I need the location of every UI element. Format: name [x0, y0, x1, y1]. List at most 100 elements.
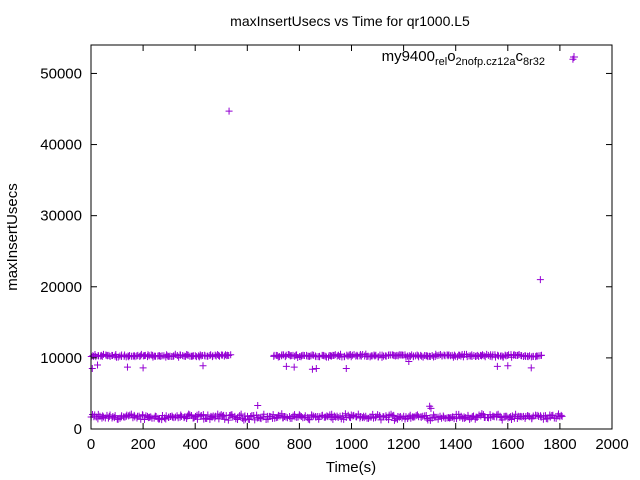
data-point [254, 402, 262, 410]
data-point [308, 365, 316, 373]
y-axis-label: maxInsertUsecs [4, 183, 21, 291]
data-point [260, 410, 268, 418]
data-point [382, 412, 390, 420]
data-point [306, 416, 314, 424]
data-point [557, 411, 565, 419]
data-point [135, 412, 143, 420]
data-point [436, 351, 444, 359]
data-point [323, 412, 331, 420]
data-point [247, 412, 255, 420]
data-point [405, 357, 413, 365]
data-point [269, 411, 277, 419]
data-point [94, 410, 102, 418]
data-point [385, 416, 393, 424]
data-point [327, 414, 335, 422]
data-point [199, 362, 207, 370]
data-point [537, 351, 545, 359]
data-point [274, 411, 282, 419]
data-point [312, 365, 320, 373]
data-point [139, 364, 147, 372]
data-point [498, 416, 506, 424]
y-tick-label: 10000 [40, 350, 82, 367]
data-point [140, 416, 148, 424]
data-point [271, 414, 279, 422]
x-tick-label: 800 [287, 436, 312, 453]
data-points [87, 55, 577, 424]
data-point [489, 412, 497, 420]
data-point [417, 413, 425, 421]
data-point [475, 352, 483, 360]
data-point [422, 411, 430, 419]
data-point [350, 351, 358, 359]
data-point [304, 415, 312, 423]
data-point [402, 353, 410, 361]
data-point [123, 363, 131, 371]
legend-marker [570, 53, 578, 61]
x-tick-label: 1200 [387, 436, 420, 453]
y-tick-label: 30000 [40, 208, 82, 225]
data-point [349, 412, 357, 420]
data-point [237, 410, 245, 418]
data-point [232, 415, 240, 423]
data-point [211, 414, 219, 422]
data-point [427, 404, 435, 412]
x-tick-label: 200 [131, 436, 156, 453]
data-point [88, 365, 96, 373]
data-point [94, 361, 102, 369]
data-point [504, 362, 512, 370]
data-point [204, 411, 212, 419]
y-tick-label: 20000 [40, 279, 82, 296]
data-point [532, 353, 540, 361]
chart-title: maxInsertUsecs vs Time for qr1000.L5 [230, 13, 470, 29]
data-point [193, 415, 201, 423]
x-tick-label: 1000 [335, 436, 368, 453]
data-point [493, 362, 501, 370]
legend-label: my9400relo2nofp.cz12ac8r32 [382, 48, 545, 68]
data-point [460, 414, 468, 422]
data-point [536, 276, 544, 284]
data-point [558, 412, 566, 420]
data-point [203, 414, 211, 422]
data-point [378, 351, 386, 359]
legend: my9400relo2nofp.cz12ac8r32 [382, 48, 578, 68]
data-point [225, 107, 233, 115]
data-point [297, 413, 305, 421]
x-tick-label: 600 [235, 436, 260, 453]
data-point [240, 416, 248, 424]
data-point [121, 351, 129, 359]
x-tick-label: 1800 [543, 436, 576, 453]
data-point [493, 411, 501, 419]
plot-area [90, 44, 613, 430]
data-point [453, 415, 461, 423]
data-point [221, 415, 229, 423]
data-point [342, 365, 350, 373]
data-point [527, 364, 535, 372]
data-point [200, 415, 208, 423]
data-point [227, 351, 235, 359]
data-point [504, 352, 512, 360]
x-tick-label: 0 [87, 436, 95, 453]
data-point [418, 352, 426, 360]
data-point [215, 415, 223, 423]
data-point [224, 416, 232, 424]
data-point [282, 362, 290, 370]
y-tick-label: 40000 [40, 137, 82, 154]
x-axis-label: Time(s) [326, 459, 376, 476]
data-point [478, 410, 486, 418]
data-point [157, 352, 165, 360]
data-point [371, 352, 379, 360]
x-tick-label: 1600 [491, 436, 524, 453]
data-point [186, 411, 194, 419]
data-point [508, 416, 516, 424]
data-point [173, 412, 181, 420]
data-point [494, 351, 502, 359]
data-point [507, 413, 515, 421]
data-point [376, 412, 384, 420]
x-tick-label: 1400 [439, 436, 472, 453]
y-tick-label: 0 [74, 421, 82, 438]
y-tick-label: 50000 [40, 65, 82, 82]
axis-ticks: 0 200 400 600 800 1000 1200 1400 1600 1800 2000010… [40, 45, 629, 453]
x-tick-label: 2000 [595, 436, 628, 453]
data-point [290, 363, 298, 371]
